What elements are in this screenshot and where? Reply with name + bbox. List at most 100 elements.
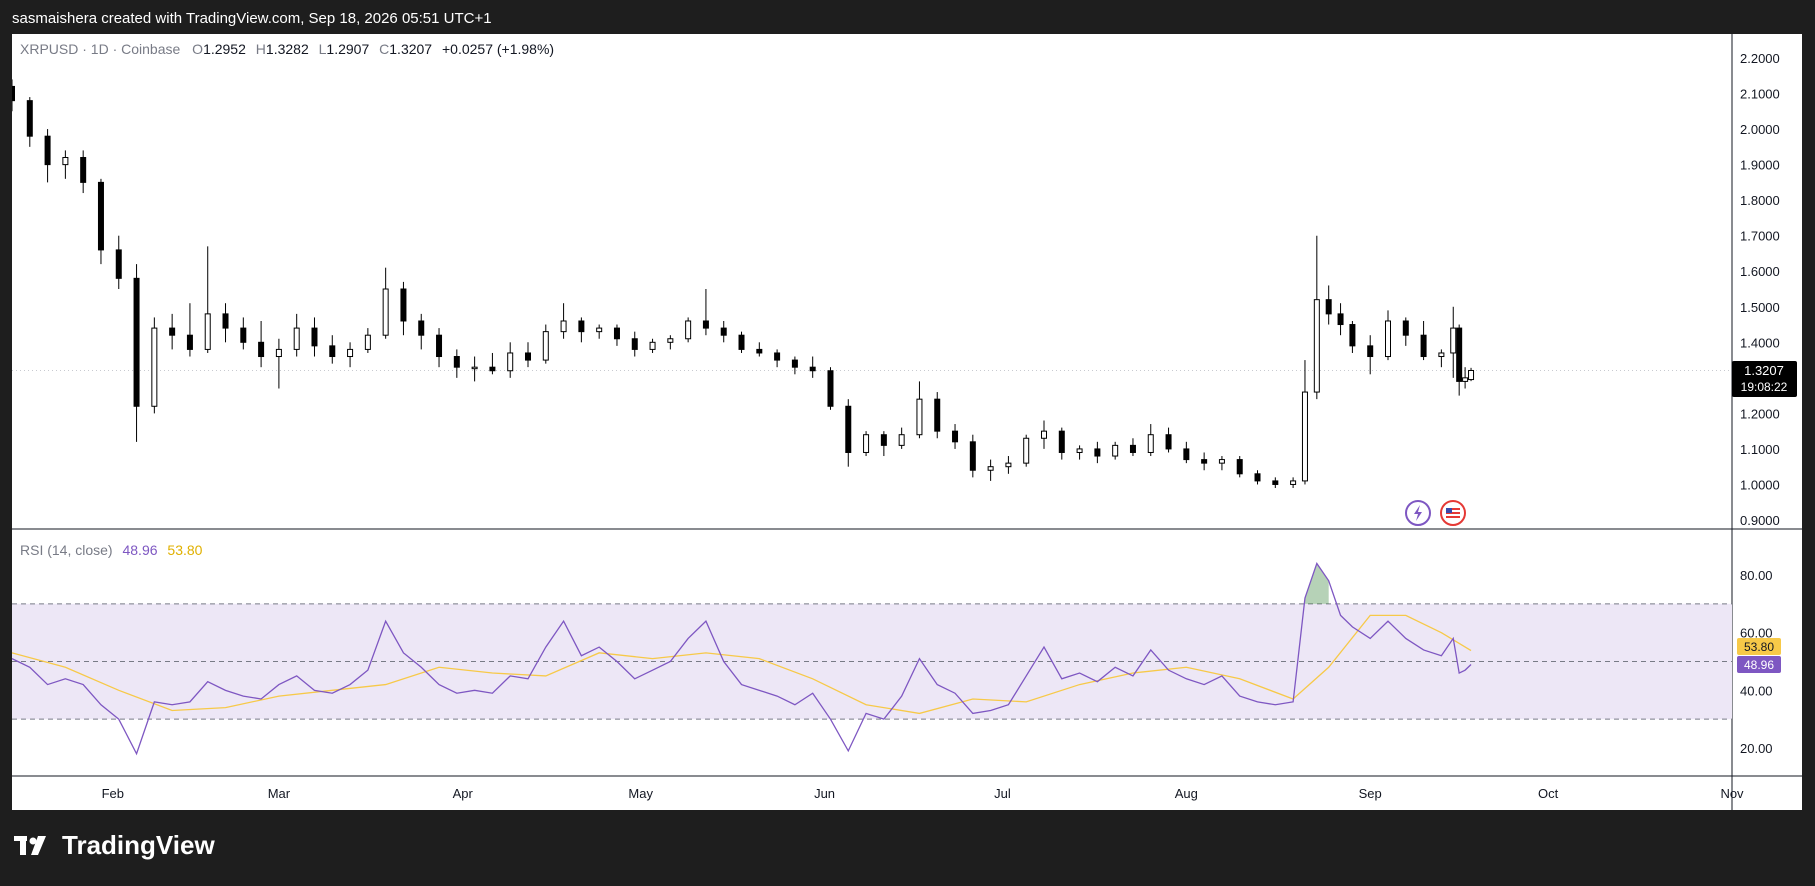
time-tick-label: Apr xyxy=(453,786,474,801)
price-tick-label: 1.2000 xyxy=(1740,406,1780,421)
candle-body xyxy=(649,341,656,350)
candle-body xyxy=(952,430,959,443)
candle-body xyxy=(845,405,852,453)
candle-body xyxy=(80,157,87,183)
candle-body xyxy=(222,313,229,329)
time-tick-label: Mar xyxy=(268,786,291,801)
price-tick-label: 1.4000 xyxy=(1740,335,1780,350)
last-price-badge: 1.3207 19:08:22 xyxy=(1732,361,1797,397)
rsi-tick-label: 80.00 xyxy=(1740,568,1773,583)
candle-body xyxy=(293,327,300,350)
candle-body xyxy=(1076,448,1083,453)
candle-body xyxy=(880,434,887,446)
rsi-value-badge-text: 48.96 xyxy=(1744,658,1774,672)
symbol-label: XRPUSD · 1D · Coinbase xyxy=(20,41,180,57)
candle-body xyxy=(898,434,905,446)
candle-body xyxy=(631,338,638,350)
candle-body xyxy=(1236,459,1243,475)
candle-body xyxy=(12,85,15,102)
rsi-pane xyxy=(12,562,1732,756)
rsi-ma-badge-text: 53.80 xyxy=(1744,640,1774,654)
candle-body xyxy=(1462,377,1469,382)
candle-body xyxy=(329,345,336,358)
rsi-ma-line xyxy=(12,614,1472,715)
candle-body xyxy=(756,348,763,354)
rsi-ma-badge-bg xyxy=(1737,638,1781,655)
time-tick-label: Aug xyxy=(1175,786,1198,801)
candle-body xyxy=(400,288,407,322)
candle-body xyxy=(1183,448,1190,461)
candle-body xyxy=(1112,444,1119,457)
candle-body xyxy=(1290,480,1297,485)
candle-body xyxy=(1337,313,1344,326)
candle-body xyxy=(1456,327,1463,382)
tradingview-footer[interactable]: TradingView xyxy=(14,830,215,861)
candle-body xyxy=(613,327,620,340)
candle-body xyxy=(1313,299,1320,393)
chart-credit: sasmaishera created with TradingView.com… xyxy=(12,10,492,27)
candle-body xyxy=(791,359,798,368)
candle-body xyxy=(1254,473,1261,482)
candle-body xyxy=(418,320,425,336)
open-label: O xyxy=(192,41,203,57)
candle-body xyxy=(1023,437,1030,464)
candle-body xyxy=(240,327,247,343)
last-price-value: 1.3207 xyxy=(1744,363,1784,378)
candle-body xyxy=(1349,324,1356,347)
rsi-tick-label: 60.00 xyxy=(1740,626,1773,641)
candle-body xyxy=(1450,327,1457,354)
candle-body xyxy=(169,327,176,336)
candle-body xyxy=(97,181,104,251)
time-tick-label: Oct xyxy=(1538,786,1559,801)
price-tick-label: 1.6000 xyxy=(1740,264,1780,279)
candle-body xyxy=(347,348,354,358)
candle-body xyxy=(934,398,941,432)
rsi-tick-label: 40.00 xyxy=(1740,683,1773,698)
candle-body xyxy=(1402,320,1409,336)
candle-body xyxy=(1420,334,1427,358)
rsi-value: 48.96 xyxy=(122,542,157,558)
ohlc-legend: XRPUSD · 1D · Coinbase O1.2952 H1.3282 L… xyxy=(20,41,554,57)
candle-body xyxy=(525,352,531,361)
candle-body xyxy=(774,352,781,361)
candle-body xyxy=(115,249,122,279)
price-tick-label: 1.8000 xyxy=(1740,193,1780,208)
candle-body xyxy=(151,327,158,407)
candle-body xyxy=(738,334,745,350)
time-tick-label: May xyxy=(628,786,653,801)
candle-body xyxy=(827,370,834,407)
chart-canvas[interactable]: 2.2000 2.1000 2.0000 1.9000 1.8000 1.7000 1.60… xyxy=(12,34,1802,810)
candle-body xyxy=(667,338,674,343)
candle-body xyxy=(275,348,282,358)
price-tick-label: 1.9000 xyxy=(1740,158,1780,173)
candle-body xyxy=(1385,320,1391,358)
rsi-ma-badge: 53.80 xyxy=(1737,638,1781,655)
price-pane xyxy=(12,79,1475,489)
open-value: 1.2952 xyxy=(203,41,246,57)
bar-countdown: 19:08:22 xyxy=(1741,380,1788,394)
candle-body xyxy=(471,366,478,370)
candle-body xyxy=(364,334,371,350)
candle-body xyxy=(969,441,976,471)
close-value: 1.3207 xyxy=(389,41,432,57)
candle-body xyxy=(258,341,265,358)
candle-body xyxy=(1272,480,1279,485)
lightning-icon[interactable] xyxy=(1405,500,1431,526)
candle-body xyxy=(1094,448,1101,457)
candle-body xyxy=(578,320,585,333)
rsi-tick-label: 20.00 xyxy=(1740,741,1773,756)
price-tick-label: 1.7000 xyxy=(1740,229,1780,244)
candle-body xyxy=(1058,430,1065,453)
candle-body xyxy=(311,327,318,347)
candle-body xyxy=(62,157,69,166)
candle-body xyxy=(542,331,549,361)
candle-body xyxy=(702,320,709,329)
price-tick-label: 2.2000 xyxy=(1740,51,1780,66)
last-price-badge-bg xyxy=(1732,361,1797,397)
candle-body xyxy=(1165,434,1172,450)
rsi-overbought-fill xyxy=(1304,563,1329,604)
candle-body xyxy=(436,334,443,358)
rsi-value-badge: 48.96 xyxy=(1737,656,1781,673)
candle-body xyxy=(507,352,514,372)
us-flag-icon[interactable] xyxy=(1440,500,1466,526)
